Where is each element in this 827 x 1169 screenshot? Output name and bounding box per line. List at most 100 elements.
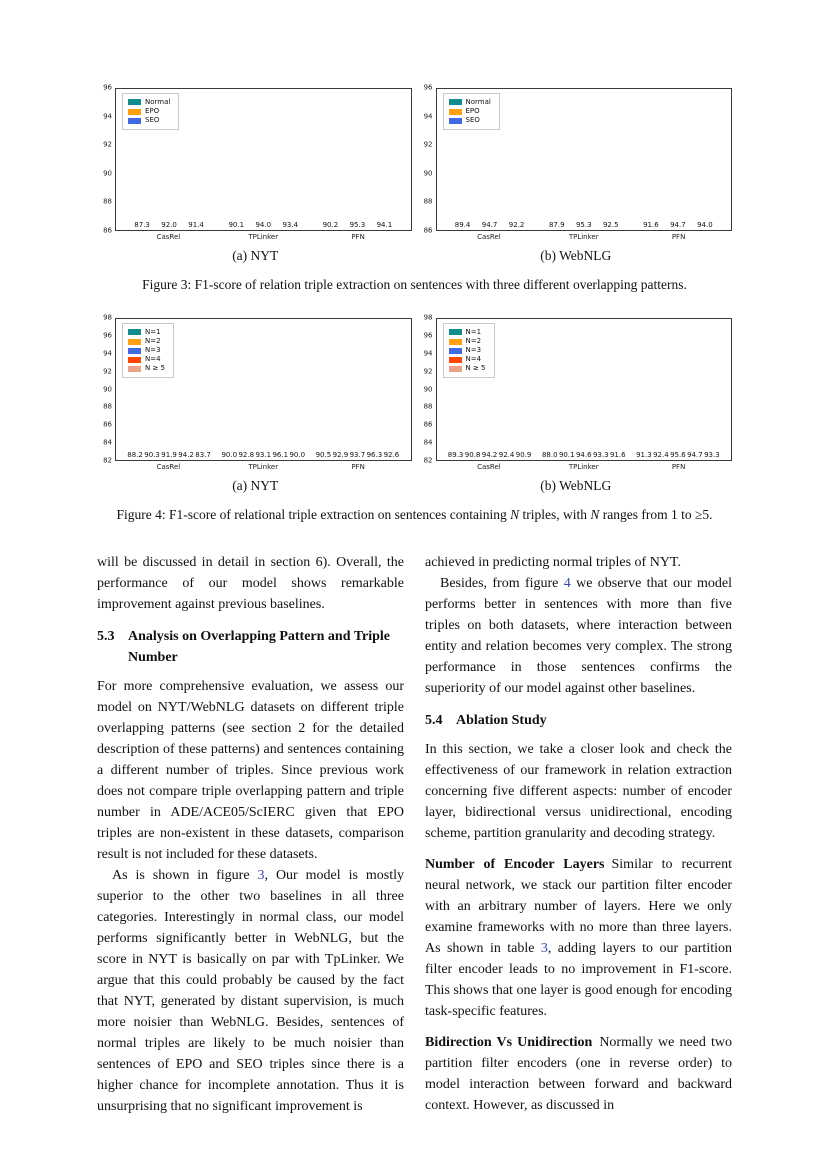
- figure4-chart-nyt: 82 84 86 88 90 92 94 96 98 N=1 N=2 N=3 N=4 N ≥ 5 88.2 9…: [99, 313, 412, 494]
- chart-area: 82 84 86 88 90 92 94 96 98 N=1 N=2 N=3 N=4 N ≥ 5 88.2 9…: [99, 313, 412, 471]
- y-tick-label: 86: [103, 226, 112, 235]
- legend-item: EPO: [128, 106, 170, 116]
- legend-item: N ≥ 5: [448, 364, 486, 373]
- legend-item: EPO: [448, 106, 491, 116]
- chart-subcaption: (a) NYT: [232, 478, 279, 493]
- bar-value-label: 90.5: [315, 451, 332, 459]
- legend-label: N ≥ 5: [465, 364, 486, 373]
- legend-item: SEO: [128, 115, 170, 125]
- x-category-label: PFN: [351, 233, 365, 241]
- y-tick-label: 98: [423, 313, 433, 322]
- paragraph: As is shown in figure 3, Our model is mo…: [97, 865, 404, 1117]
- legend-swatch-icon: [128, 338, 141, 345]
- section-heading: 5.4 Ablation Study: [425, 710, 732, 731]
- legend-label: N=2: [145, 336, 161, 345]
- bar-value-label: 91.6: [609, 451, 626, 459]
- legend-item: N ≥ 5: [128, 365, 165, 373]
- chart-subcaption: (a) NYT: [232, 248, 279, 263]
- figure4-block: 82 84 86 88 90 92 94 96 98 N=1 N=2 N=3 N=4 N ≥ 5 88.2 9…: [97, 313, 732, 523]
- figure4-caption: Figure 4: F1-score of relational triple …: [97, 507, 732, 523]
- plot-box: Normal EPO SEO 87.3 92.0 91.4 90.1 94.0 93.4 90.2…: [115, 88, 412, 231]
- bar-value-label: 91.6: [643, 221, 659, 229]
- text-run: , adding layers to our partition filter …: [425, 941, 732, 1019]
- legend-label: EPO: [465, 106, 480, 115]
- section-number: 5.4: [425, 713, 443, 728]
- reference-link[interactable]: 3: [257, 868, 265, 883]
- figure3-chart-webnlg: 86 88 90 92 94 96 Normal EPO SEO 89.4 94.7 92.2 87.9…: [420, 84, 733, 264]
- bars-container: 89.3 90.8 94.2 92.4 90.9 88.0 90.1 94.6 93.3 91.6…: [437, 319, 732, 460]
- bar-value-label: 95.6: [670, 451, 686, 459]
- legend: Normal EPO SEO: [122, 93, 180, 131]
- legend-label: N=2: [465, 336, 482, 345]
- figure3-block: 86 88 90 92 94 96 Normal EPO SEO 87.3 92.0 91.4 90.1…: [97, 83, 733, 293]
- figure3-caption: Figure 3: F1-score of relation triple ex…: [97, 277, 732, 293]
- legend-label: N=4: [145, 355, 161, 364]
- y-tick-label: 82: [423, 456, 433, 465]
- reference-link[interactable]: 4: [563, 576, 571, 591]
- x-axis: CasRel TPLinker PFN: [115, 463, 412, 471]
- bar-value-label: 94.2: [481, 451, 498, 459]
- plot-column: Normal EPO SEO 89.4 94.7 92.2 87.9 95.3 92.5 91.6…: [435, 88, 733, 241]
- bar-value-label: 95.3: [349, 221, 366, 229]
- chart-subcaption: (b) WebNLG: [540, 248, 612, 263]
- section-title: Analysis on Overlapping Pattern and Trip…: [128, 629, 391, 665]
- y-axis: 86 88 90 92 94 96: [420, 84, 436, 234]
- legend-label: N ≥ 5: [145, 364, 166, 373]
- y-tick-label: 94: [103, 349, 112, 358]
- legend-swatch-icon: [448, 108, 462, 115]
- bar-value-label: 92.8: [238, 451, 255, 459]
- paragraph: In this section, we take a closer look a…: [425, 739, 732, 844]
- bar-value-label: 93.1: [255, 451, 272, 459]
- bar-value-label: 88.2: [127, 451, 143, 459]
- y-tick-label: 88: [103, 197, 112, 206]
- legend: N=1 N=2 N=3 N=4 N ≥ 5: [442, 323, 495, 379]
- legend-swatch-icon: [448, 329, 462, 336]
- y-tick-label: 84: [423, 438, 433, 447]
- y-tick-label: 98: [103, 313, 112, 322]
- figure4-chart-webnlg: 82 84 86 88 90 92 94 96 98 N=1 N=2 N=3 N=4 N ≥ 5 89.3 9…: [420, 313, 732, 494]
- reference-link[interactable]: 3: [540, 941, 548, 956]
- legend-item: N=2: [448, 336, 486, 346]
- legend-label: EPO: [145, 106, 160, 115]
- bar-value-label: 90.1: [228, 221, 245, 229]
- text-run: Besides, from figure: [440, 576, 564, 591]
- bar-value-label: 92.6: [383, 451, 400, 459]
- bar-value-label: 95.3: [575, 221, 592, 229]
- text-run: For more comprehensive evaluation, we as…: [97, 679, 404, 862]
- bar-value-label: 87.3: [134, 221, 150, 229]
- x-category-label: PFN: [671, 233, 686, 241]
- bar-value-label: 94.7: [481, 221, 498, 229]
- bar-value-label: 89.3: [447, 451, 464, 459]
- bar-value-label: 91.4: [188, 221, 204, 229]
- bar-value-label: 92.9: [332, 451, 349, 459]
- x-category-label: TPLinker: [248, 233, 279, 241]
- legend-swatch-icon: [448, 99, 462, 106]
- y-tick-label: 86: [103, 420, 112, 429]
- y-tick-label: 86: [423, 420, 433, 429]
- legend-swatch-icon: [128, 347, 141, 354]
- y-tick-label: 90: [103, 385, 112, 393]
- y-tick-label: 96: [103, 83, 112, 92]
- legend-label: N=4: [465, 355, 482, 364]
- section-title: Ablation Study: [456, 713, 547, 728]
- legend-swatch-icon: [128, 329, 141, 336]
- legend-item: N=1: [128, 327, 165, 337]
- legend-swatch-icon: [448, 356, 462, 363]
- paragraph: Number of Encoder Layers Similar to recur…: [425, 854, 732, 1022]
- text-run: triples, with: [519, 507, 591, 522]
- legend-item: N=4: [128, 355, 165, 364]
- x-category-label: PFN: [671, 463, 686, 471]
- x-axis: CasRel TPLinker PFN: [115, 233, 412, 241]
- legend-swatch-icon: [128, 108, 141, 115]
- x-axis: CasRel TPLinker PFN: [436, 233, 733, 241]
- legend-label: N=1: [145, 327, 161, 336]
- legend-label: Normal: [465, 97, 491, 106]
- bar-value-label: 94.0: [255, 221, 272, 229]
- legend-label: SEO: [145, 115, 160, 124]
- figure4-charts-row: 82 84 86 88 90 92 94 96 98 N=1 N=2 N=3 N=4 N ≥ 5 88.2 9…: [99, 313, 732, 494]
- paragraph: will be discussed in detail in section 6…: [97, 552, 404, 615]
- bars-container: 88.2 90.3 91.9 94.2 83.7 90.0 92.8 93.1 96.1 90.0…: [116, 319, 411, 460]
- bar-value-label: 91.9: [161, 451, 177, 459]
- x-category-label: CasRel: [156, 463, 181, 471]
